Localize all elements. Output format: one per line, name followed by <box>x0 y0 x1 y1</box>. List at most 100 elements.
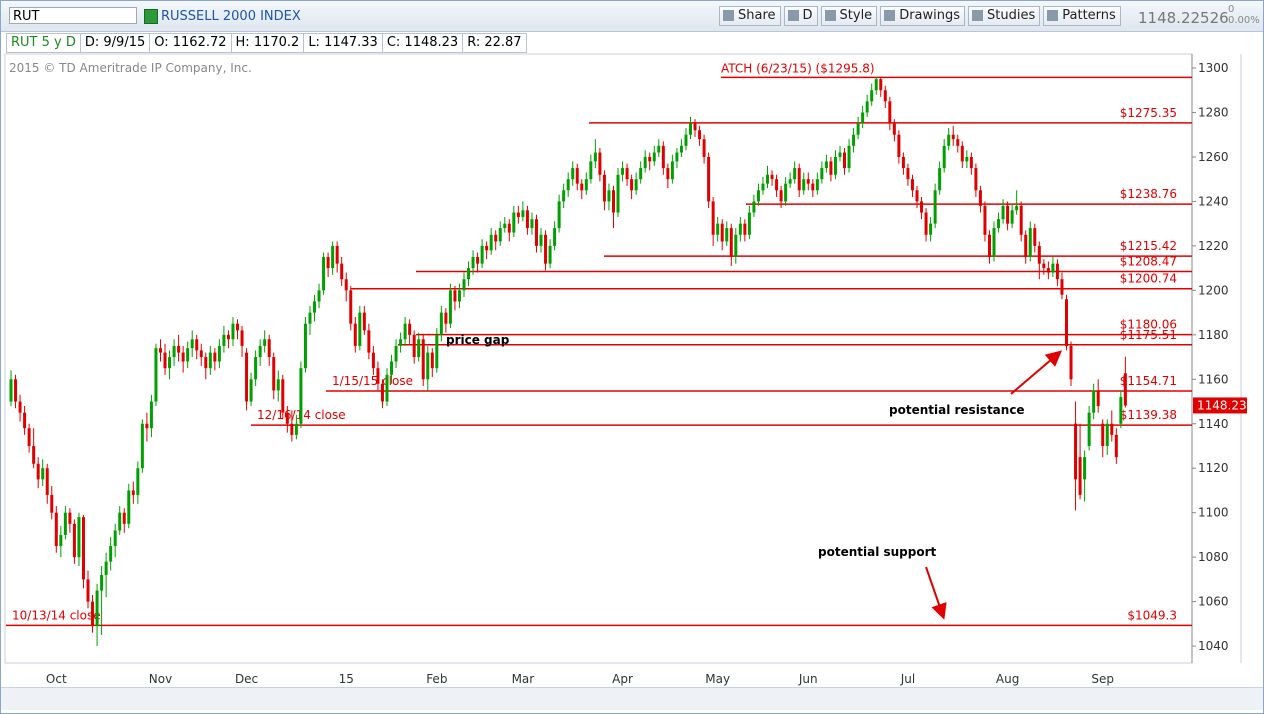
candle-body <box>412 334 416 358</box>
candle-body <box>897 134 901 157</box>
candle-body <box>95 590 99 627</box>
candle-body <box>54 512 58 547</box>
candle-body <box>1019 205 1023 235</box>
candle-body <box>1083 457 1087 480</box>
candle-body <box>734 234 738 257</box>
x-tick-label: Oct <box>46 672 67 686</box>
bottom-bar <box>1 687 1263 710</box>
candle-body <box>136 468 140 495</box>
candle-body <box>824 161 828 169</box>
candle-body <box>498 228 502 242</box>
price-tag-label: 1148.23 <box>1197 398 1247 412</box>
candle-body <box>530 219 534 229</box>
candle-body <box>335 245 339 264</box>
candle-body <box>562 190 566 202</box>
candle-body <box>41 468 45 480</box>
candle-body <box>879 79 883 91</box>
candle-body <box>394 345 398 362</box>
candle-body <box>122 512 126 524</box>
candle-body <box>254 357 258 380</box>
candle-body <box>947 134 951 146</box>
y-tick-label: 1080 <box>1198 550 1229 564</box>
toolbar-button[interactable]: Patterns <box>1043 6 1121 26</box>
candle-body <box>611 190 615 213</box>
symbol-input[interactable]: RUT <box>9 7 137 24</box>
candle-body <box>861 112 865 124</box>
x-tick-label: Apr <box>612 672 633 686</box>
candle-body <box>802 179 806 191</box>
candle-body <box>72 523 76 558</box>
candle-body <box>226 334 230 340</box>
candle-body <box>698 130 702 140</box>
candle-body <box>856 123 860 135</box>
candle-body <box>154 348 158 402</box>
symbol-icon[interactable] <box>144 9 158 24</box>
level-label: $1139.38 <box>1120 408 1177 422</box>
candle-body <box>1069 345 1073 380</box>
candle-body <box>308 312 312 324</box>
toolbar-button[interactable]: Drawings <box>880 6 966 26</box>
candle-body <box>784 183 788 202</box>
candle-body <box>245 352 249 402</box>
candle-body <box>1060 279 1064 295</box>
candle-body <box>113 530 117 547</box>
candle-body <box>489 234 493 251</box>
candle-body <box>217 345 221 362</box>
candle-body <box>249 379 253 402</box>
candle-body <box>883 90 887 102</box>
candle-body <box>580 183 584 191</box>
candle-body <box>743 223 747 235</box>
toolbar: RUT RUSSELL 2000 INDEX Share D Style Drawin… <box>1 1 1263 32</box>
candle-body <box>670 161 674 180</box>
candle-body <box>811 183 815 191</box>
candle-body <box>448 290 452 324</box>
candle-body <box>892 123 896 135</box>
candle-body <box>1015 205 1019 211</box>
candle-body <box>186 348 190 362</box>
candle-body <box>1119 397 1123 424</box>
candle-body <box>471 257 475 269</box>
candle-body <box>77 517 81 558</box>
x-tick-label: Sep <box>1091 672 1114 686</box>
candle-body <box>625 168 629 180</box>
toolbar-button[interactable]: Share <box>719 6 781 26</box>
toolbar-button[interactable]: Studies <box>968 6 1041 26</box>
candle-body <box>888 101 892 124</box>
candle-body <box>924 212 928 235</box>
candle-body <box>303 323 307 369</box>
candle-body <box>829 161 833 175</box>
candle-body <box>716 223 720 235</box>
candle-body <box>222 334 226 346</box>
symbol-description: RUSSELL 2000 INDEX <box>161 9 301 24</box>
candle-body <box>344 279 348 291</box>
level-label: $1238.76 <box>1120 187 1177 201</box>
candle-body <box>353 323 357 346</box>
candle-body <box>81 517 85 580</box>
level-label: $1215.42 <box>1120 239 1177 253</box>
candle-body <box>521 210 525 217</box>
candle-body <box>992 228 996 257</box>
info-field: L: 1147.33 <box>303 33 383 53</box>
candle-body <box>607 190 611 202</box>
candle-body <box>598 152 602 175</box>
candle-body <box>1114 434 1118 458</box>
candle-body <box>367 330 371 353</box>
candle-body <box>231 323 235 340</box>
y-tick-label: 1260 <box>1198 150 1229 164</box>
candle-body <box>399 339 403 346</box>
candle-body <box>938 168 942 191</box>
toolbar-button[interactable]: Style <box>820 6 878 26</box>
candle-body <box>1101 423 1105 446</box>
candle-body <box>208 352 212 369</box>
toolbar-button[interactable]: D <box>783 6 818 26</box>
candle-body <box>929 223 933 235</box>
level-label: ATCH (6/23/15) ($1295.8) <box>721 61 875 75</box>
arrow <box>925 566 947 620</box>
candle-body <box>630 179 634 191</box>
info-field: H: 1170.2 <box>230 33 305 53</box>
x-tick-label: Aug <box>996 672 1019 686</box>
info-field: RUT 5 y D <box>6 33 81 53</box>
candle-body <box>349 290 353 324</box>
candle-body <box>593 152 597 162</box>
